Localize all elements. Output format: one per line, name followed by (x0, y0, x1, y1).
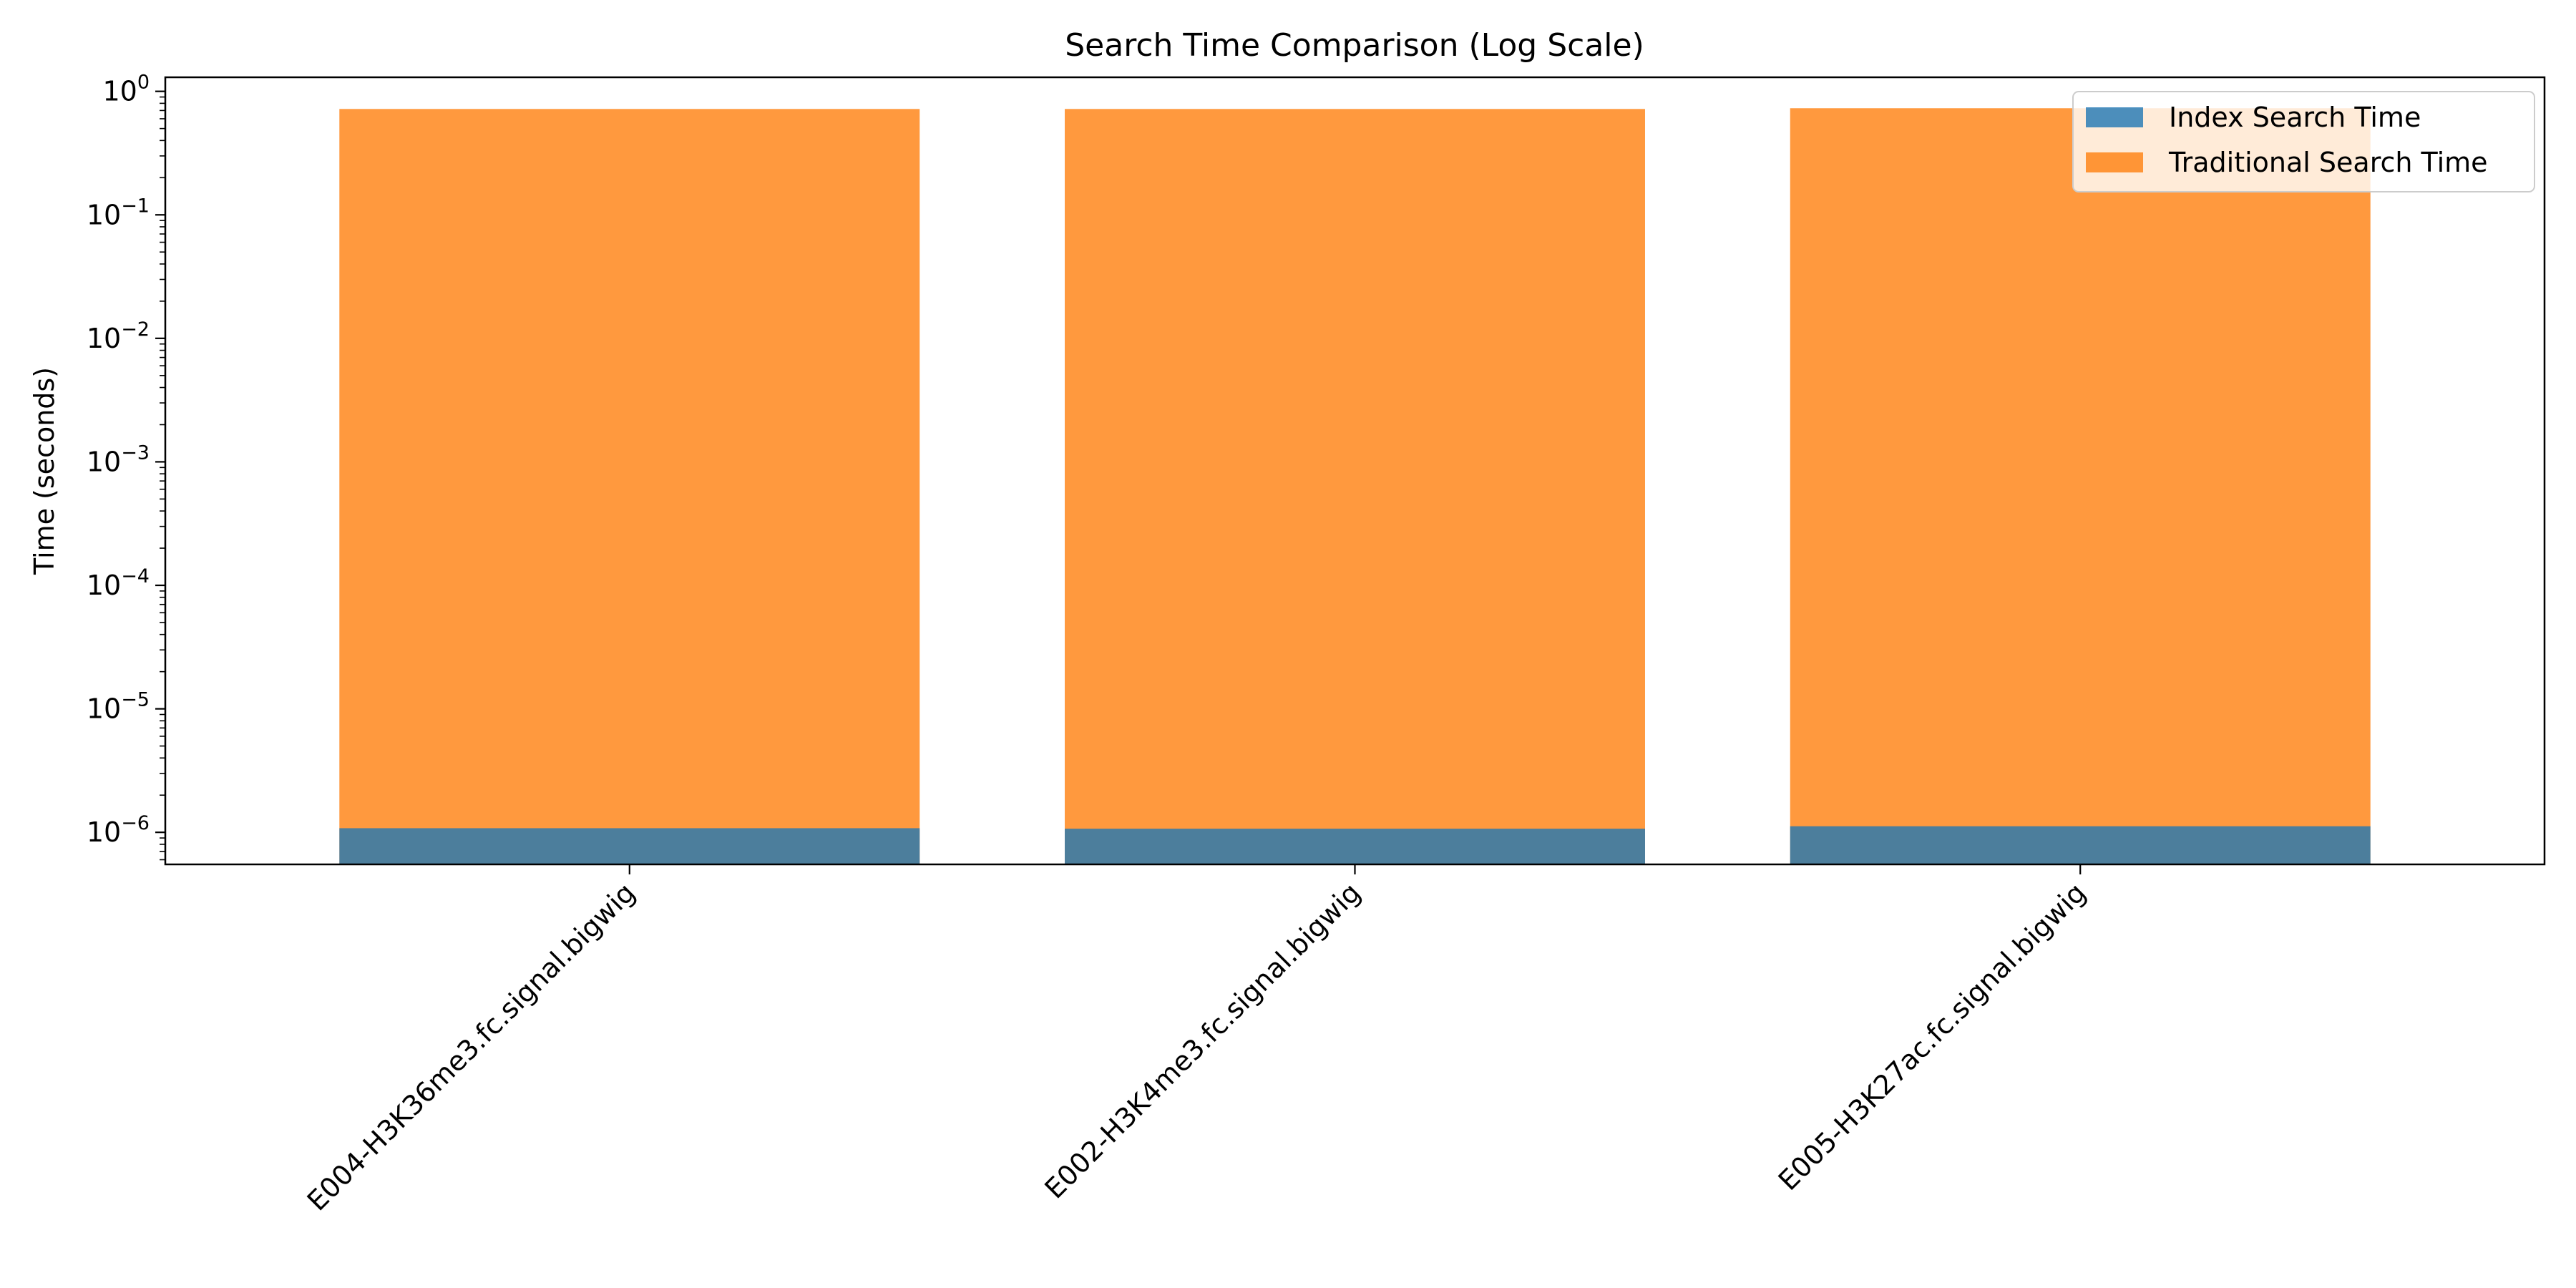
y-tick-label: 10−3 (87, 441, 150, 477)
bars-layer (339, 108, 2371, 865)
y-tick-label: 10−4 (87, 565, 150, 601)
bar-index-3 (1790, 826, 2371, 864)
bar-index-2 (1065, 829, 1645, 864)
chart-title: Search Time Comparison (Log Scale) (1065, 27, 1644, 64)
bar-index-1 (339, 828, 920, 864)
legend-swatch-index (2086, 107, 2143, 127)
bar-traditional-3 (1790, 108, 2371, 865)
bar-traditional-2 (1065, 109, 1645, 864)
y-axis: 10−6 10−5 10−4 10−3 10−2 10−1 100 (87, 72, 165, 861)
legend-swatch-traditional (2086, 152, 2143, 172)
legend: Index Search Time Traditional Search Time (2072, 91, 2535, 192)
plot-frame (164, 76, 2546, 866)
legend-box (2072, 91, 2535, 192)
y-tick-label: 10−2 (87, 318, 150, 354)
legend-label-index: Index Search Time (2169, 102, 2421, 133)
legend-label-traditional: Traditional Search Time (2168, 147, 2488, 178)
y-tick-label: 10−6 (87, 812, 150, 848)
y-axis-label: Time (seconds) (29, 367, 60, 575)
bar-traditional-1 (339, 109, 920, 864)
y-tick-label: 10−1 (87, 195, 150, 230)
y-tick-label: 100 (102, 72, 150, 107)
y-tick-label: 10−5 (87, 689, 150, 725)
